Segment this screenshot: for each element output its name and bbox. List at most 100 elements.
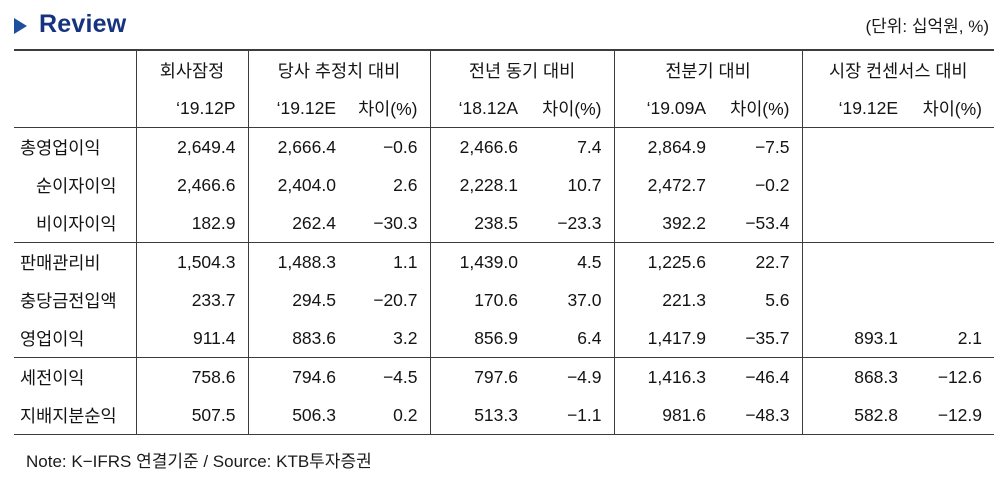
row-label: 세전이익 — [14, 357, 137, 396]
cell-value: 797.6 — [474, 366, 518, 387]
unit-label: (단위: 십억원, %) — [865, 17, 989, 36]
cell-value: 5.6 — [718, 281, 803, 319]
cell-value: −53.4 — [718, 204, 803, 243]
subheader-cell: 차이(%) — [348, 89, 431, 128]
cell-value: 2,649.4 — [136, 127, 249, 166]
cell-value: 170.6 — [474, 289, 518, 310]
cell-value — [910, 243, 994, 282]
cell-value: −30.3 — [348, 204, 431, 243]
cell-value: 294.5 — [292, 289, 336, 310]
cell-value: −20.7 — [348, 281, 431, 319]
cell-value: −23.3 — [530, 204, 615, 243]
cell-value: 1,417.9 — [614, 319, 719, 358]
table-row: 지배지분순익 507.5 506.3 0.2 513.3 −1.1 981.6 … — [14, 396, 994, 435]
subheader-cell: 차이(%) — [718, 89, 803, 128]
cell-value: −1.1 — [530, 396, 615, 435]
table-row: 순이자이익 2,466.6 2,404.0 2.6 2,228.1 10.7 2… — [14, 166, 994, 204]
cell-value: 221.3 — [662, 289, 707, 310]
corner-cell — [14, 50, 137, 128]
table-row: 영업이익 911.4 883.6 3.2 856.9 6.4 1,417.9 −… — [14, 319, 995, 358]
cell-value: 911.4 — [136, 319, 249, 358]
cell-value: 856.9 — [430, 319, 530, 358]
cell-value — [802, 166, 910, 204]
cell-value — [802, 204, 911, 243]
cell-value: 7.4 — [530, 127, 615, 166]
cell-value — [802, 281, 910, 319]
cell-value: −46.4 — [718, 357, 803, 396]
subheader-cell: 차이(%) — [530, 89, 615, 128]
cell-value — [802, 128, 910, 167]
page-title-text: Review — [39, 10, 127, 38]
cell-value: −0.6 — [348, 127, 431, 166]
cell-value: −7.5 — [718, 127, 803, 166]
row-label: 순이자이익 — [14, 166, 137, 204]
cell-value: 506.3 — [292, 404, 336, 425]
cell-value: 37.0 — [530, 281, 615, 319]
cell-value — [910, 281, 994, 319]
review-table: 회사잠정 당사 추정치 대비 전년 동기 대비 전분기 대비 시장 컨센서스 대… — [14, 49, 995, 435]
row-label: 총영업이익 — [14, 127, 137, 166]
cell-value: −4.5 — [348, 357, 431, 396]
cell-value: −0.2 — [718, 166, 803, 204]
cell-value — [910, 166, 994, 204]
cell-value: 893.1 — [802, 319, 911, 358]
page-title: Review — [14, 10, 126, 39]
cell-value: 981.6 — [662, 404, 707, 425]
group-header-cell: 당사 추정치 대비 — [248, 50, 431, 89]
row-label: 판매관리비 — [14, 242, 137, 281]
table-row: 판매관리비 1,504.3 1,488.3 1.1 1,439.0 4.5 1,… — [14, 242, 994, 282]
cell-value: 2,472.7 — [647, 174, 707, 195]
cell-value: 2,466.6 — [136, 166, 249, 204]
cell-value — [910, 204, 995, 243]
cell-value: 507.5 — [136, 396, 249, 435]
cell-value: 868.3 — [854, 366, 899, 387]
cell-value: 1,439.0 — [459, 251, 518, 272]
cell-value: −35.7 — [718, 319, 803, 358]
group-header-cell: 전분기 대비 — [614, 50, 803, 89]
cell-value: −48.3 — [718, 396, 803, 435]
table-row: 충당금전입액 233.7 294.5 −20.7 170.6 37.0 221.… — [14, 281, 994, 319]
cell-value: 2,466.6 — [459, 136, 518, 157]
title-arrow-icon — [14, 17, 27, 34]
cell-value: 2.1 — [910, 319, 995, 358]
cell-value: 2,666.4 — [277, 136, 336, 157]
cell-value: 3.2 — [348, 319, 431, 358]
subheader-cell: ‘19.12E — [248, 89, 348, 128]
cell-value: 22.7 — [718, 242, 803, 281]
cell-value: 0.2 — [348, 396, 431, 435]
cell-value: 10.7 — [530, 166, 615, 204]
cell-value: 2.6 — [348, 166, 431, 204]
cell-value: −12.6 — [937, 366, 983, 387]
group-header-cell: 회사잠정 — [136, 50, 249, 89]
footnote: Note: K−IFRS 연결기준 / Source: KTB투자증권 — [26, 452, 372, 471]
cell-value: 1,225.6 — [647, 251, 707, 272]
cell-value: 2,404.0 — [277, 174, 336, 195]
cell-value: 4.5 — [530, 242, 615, 281]
cell-value: 182.9 — [136, 204, 249, 243]
group-header-cell: 시장 컨센서스 대비 — [829, 60, 968, 81]
cell-value: 1,504.3 — [136, 242, 249, 281]
subheader-cell: 차이(%) — [910, 89, 995, 128]
subheader-cell: ‘19.09A — [614, 89, 719, 128]
title-row: Review (단위: 십억원, %) — [12, 8, 991, 49]
cell-value: 262.4 — [248, 204, 348, 243]
cell-value: 238.5 — [430, 204, 530, 243]
cell-value — [802, 243, 910, 282]
cell-value: −12.9 — [937, 404, 983, 425]
row-label: 비이자이익 — [14, 204, 137, 243]
subheader-cell: ‘19.12P — [136, 89, 249, 128]
cell-value: 758.6 — [136, 357, 249, 396]
row-label: 영업이익 — [14, 319, 137, 358]
cell-value: 582.8 — [854, 404, 899, 425]
cell-value: 1,488.3 — [277, 251, 336, 272]
cell-value: 883.6 — [248, 319, 348, 358]
cell-value — [910, 128, 994, 167]
table-row: 비이자이익 182.9 262.4 −30.3 238.5 −23.3 392.… — [14, 204, 995, 243]
cell-value: 2,864.9 — [647, 136, 707, 157]
cell-value: 233.7 — [136, 281, 249, 319]
table-group-header-row: 회사잠정 당사 추정치 대비 전년 동기 대비 전분기 대비 시장 컨센서스 대… — [14, 50, 994, 128]
row-label: 충당금전입액 — [14, 281, 137, 319]
cell-value: 1.1 — [348, 242, 431, 281]
subheader-cell: ‘19.12E — [802, 89, 911, 128]
